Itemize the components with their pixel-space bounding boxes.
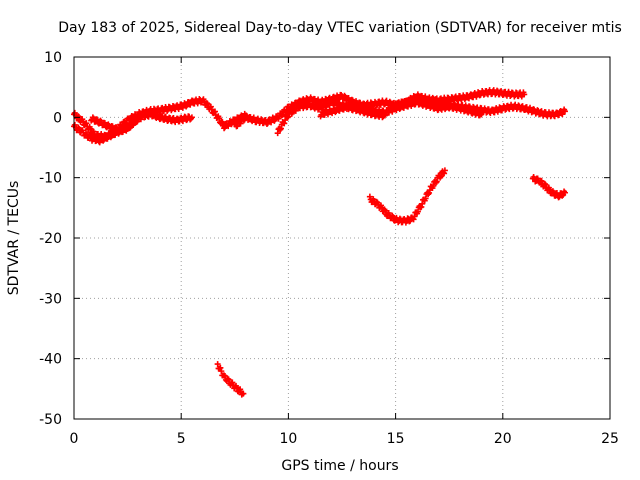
- data-point: [341, 92, 348, 99]
- data-point: [216, 115, 223, 122]
- data-point: [542, 181, 549, 188]
- data-points: [71, 87, 568, 398]
- data-point: [546, 186, 553, 193]
- data-point: [441, 167, 448, 174]
- data-point: [225, 376, 232, 383]
- data-point: [100, 137, 107, 144]
- data-point: [263, 120, 270, 127]
- data-point: [561, 108, 568, 115]
- series-track-09: [529, 173, 568, 201]
- data-point: [277, 125, 284, 132]
- x-axis-label: GPS time / hours: [281, 458, 398, 474]
- data-point: [433, 178, 440, 185]
- data-point: [428, 101, 435, 108]
- chart-title: Day 183 of 2025, Sidereal Day-to-day VTE…: [58, 20, 622, 36]
- data-point: [386, 98, 393, 105]
- x-tick-label: 0: [70, 431, 79, 447]
- data-point: [418, 203, 425, 210]
- data-point: [541, 180, 548, 187]
- data-point: [437, 173, 444, 180]
- y-tick-label: -40: [39, 352, 62, 368]
- series-track-03: [88, 109, 195, 135]
- data-point: [345, 94, 352, 101]
- data-point: [214, 361, 221, 368]
- data-point: [94, 116, 101, 123]
- data-point: [221, 125, 228, 132]
- data-point: [422, 195, 429, 202]
- data-point: [187, 101, 194, 108]
- data-point: [396, 106, 403, 113]
- data-point: [534, 175, 541, 182]
- data-point: [279, 111, 286, 118]
- data-point: [292, 107, 299, 114]
- data-point: [382, 207, 389, 214]
- y-axis-label: SDTVAR / TECUs: [6, 181, 22, 296]
- data-point: [332, 109, 339, 116]
- data-point: [306, 100, 313, 107]
- data-point: [274, 130, 281, 137]
- data-point: [204, 100, 211, 107]
- series-track-08: [366, 167, 448, 226]
- data-point: [240, 390, 247, 397]
- data-point: [410, 216, 417, 223]
- x-tick-label: 25: [601, 431, 619, 447]
- ticks: 0 5 10 15 20 25 10 0 -10 -20 -30 -40 -50: [39, 50, 619, 447]
- x-tick-label: 15: [387, 431, 405, 447]
- x-tick-label: 10: [279, 431, 297, 447]
- y-tick-label: 10: [44, 50, 62, 66]
- y-tick-label: 0: [53, 110, 62, 126]
- y-tick-label: -20: [39, 231, 62, 247]
- data-point: [425, 191, 432, 198]
- data-point: [217, 364, 224, 371]
- data-point: [414, 208, 421, 215]
- data-point: [538, 178, 545, 185]
- data-point: [277, 126, 284, 133]
- data-point: [432, 179, 439, 186]
- y-tick-label: -30: [39, 291, 62, 307]
- data-point: [373, 198, 380, 205]
- data-point: [137, 116, 144, 123]
- data-point: [188, 114, 195, 121]
- data-point: [478, 111, 485, 118]
- data-point: [114, 128, 121, 135]
- data-point: [426, 189, 433, 196]
- data-point: [419, 200, 426, 207]
- data-point: [364, 104, 371, 111]
- data-point: [212, 108, 219, 115]
- data-point: [218, 368, 225, 375]
- data-point: [83, 120, 90, 127]
- data-point: [534, 107, 541, 114]
- data-point: [229, 379, 236, 386]
- x-tick-label: 20: [494, 431, 512, 447]
- data-point: [219, 119, 226, 126]
- data-point: [90, 128, 97, 135]
- data-point: [521, 91, 528, 98]
- data-point: [390, 213, 397, 220]
- data-point: [284, 114, 291, 121]
- data-point: [466, 105, 473, 112]
- data-point: [237, 386, 244, 393]
- data-point: [561, 189, 568, 196]
- data-point: [234, 123, 241, 130]
- series-track-07: [317, 97, 485, 120]
- data-point: [155, 111, 162, 118]
- series-track-10: [214, 361, 247, 398]
- data-point: [441, 170, 448, 177]
- y-tick-label: -10: [39, 171, 62, 187]
- data-point: [430, 182, 437, 189]
- y-tick-label: -50: [39, 412, 62, 428]
- data-point: [112, 131, 119, 138]
- x-tick-label: 5: [177, 431, 186, 447]
- data-point: [281, 120, 288, 127]
- data-point: [147, 109, 154, 116]
